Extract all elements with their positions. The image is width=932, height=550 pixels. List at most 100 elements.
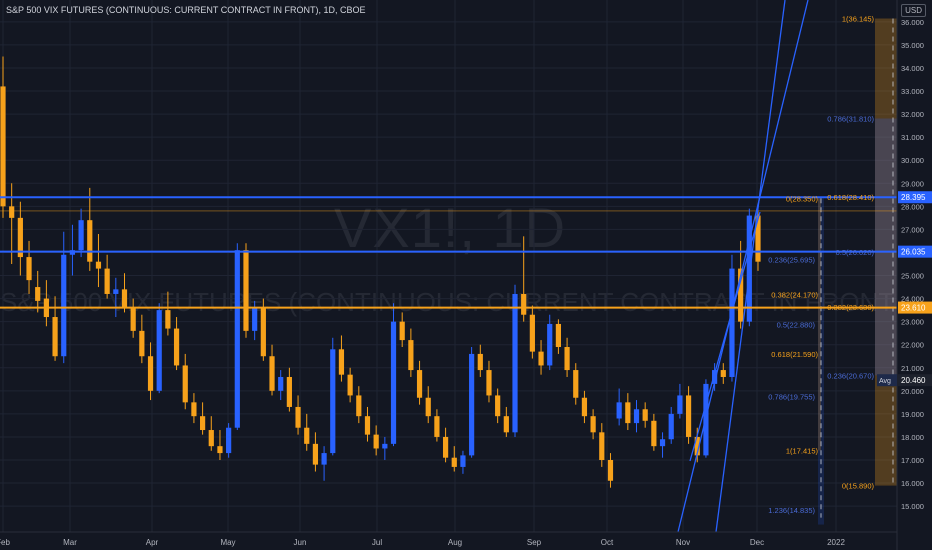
- candle-body: [312, 443, 319, 465]
- chart-title: S&P 500 VIX FUTURES (CONTINUOUS: CURRENT…: [6, 5, 366, 15]
- fib-level-label: 1(17.415): [786, 446, 819, 455]
- candle-body: [321, 453, 327, 465]
- candle-body: [677, 395, 683, 414]
- candle-body: [581, 397, 588, 417]
- candle-body: [442, 436, 449, 458]
- fib-level-label: 0.5(22.880): [777, 320, 816, 329]
- candle-body: [121, 289, 128, 308]
- candle-body: [252, 307, 258, 331]
- candle-body: [434, 416, 440, 437]
- candle-body: [373, 434, 379, 449]
- x-tick-label: May: [220, 538, 235, 547]
- candle-body: [113, 289, 119, 294]
- candle-body: [278, 376, 284, 391]
- trend-line: [677, 0, 809, 533]
- candle-body: [633, 409, 640, 424]
- candle-body: [685, 395, 692, 437]
- candle-body: [390, 321, 397, 444]
- x-tick-label: Mar: [63, 538, 77, 547]
- x-tick-label: Jun: [294, 538, 307, 547]
- candle-body: [87, 220, 93, 262]
- candle-body: [182, 365, 188, 403]
- y-tick-label: 19.000: [901, 410, 924, 419]
- candle-body: [512, 293, 518, 433]
- y-tick-label: 21.000: [901, 364, 924, 373]
- candle-body: [9, 206, 15, 218]
- candle-body: [35, 287, 41, 301]
- avg-tag: [877, 374, 897, 387]
- y-tick-label: 33.000: [901, 87, 924, 96]
- candle-body: [547, 323, 553, 366]
- candle-body: [199, 416, 206, 431]
- y-tick-label: 27.000: [901, 225, 924, 234]
- candle-body: [555, 323, 562, 348]
- candle-body: [399, 321, 405, 341]
- candle-body: [668, 413, 674, 440]
- last-price-tag: [898, 374, 932, 387]
- fib-level-label: 0.236(25.695): [768, 255, 815, 264]
- y-tick-label: 22.000: [901, 341, 924, 350]
- fib-level-label: 1.236(14.835): [768, 506, 815, 515]
- y-tick-label: 32.000: [901, 110, 924, 119]
- candle-body: [538, 351, 544, 366]
- y-tick-label: 25.000: [901, 272, 924, 281]
- trend-line: [689, 211, 761, 462]
- currency-button[interactable]: USD: [901, 4, 926, 17]
- y-tick-label: 29.000: [901, 179, 924, 188]
- candle-body: [226, 427, 232, 454]
- y-tick-label: 23.000: [901, 318, 924, 327]
- candle-body: [347, 374, 353, 396]
- candle-body: [720, 370, 726, 377]
- y-tick-label: 20.000: [901, 387, 924, 396]
- x-tick-label: Nov: [676, 538, 690, 547]
- y-tick-label: 18.000: [901, 433, 924, 442]
- candle-body: [165, 310, 171, 329]
- avg-tag-label: Avg: [879, 378, 891, 385]
- candle-body: [61, 254, 67, 357]
- candle-body: [382, 443, 388, 449]
- candle-body: [738, 268, 744, 322]
- candle-body: [104, 268, 110, 294]
- price-tag-label: 28.395: [901, 193, 926, 202]
- candle-body: [408, 340, 414, 371]
- candle-body: [503, 416, 509, 433]
- y-tick-label: 35.000: [901, 41, 924, 50]
- x-tick-label: Apr: [146, 538, 159, 547]
- candle-body: [208, 430, 214, 447]
- x-tick-label: Dec: [750, 538, 764, 547]
- candle-body: [625, 402, 631, 424]
- fib-level-label: 0.236(20.670): [827, 371, 874, 380]
- candle-body: [191, 402, 197, 417]
- candle-body: [139, 330, 145, 357]
- candle-body: [659, 439, 666, 447]
- candle-body: [130, 307, 136, 331]
- fib-level-label: 0.786(31.810): [827, 114, 874, 123]
- candle-body: [243, 250, 249, 331]
- trend-line: [715, 0, 786, 533]
- y-tick-label: 28.000: [901, 202, 924, 211]
- candle-body: [451, 457, 457, 467]
- candle-body: [729, 268, 735, 377]
- candle-body: [156, 310, 162, 391]
- candle-body: [469, 353, 475, 456]
- candle-body: [607, 460, 614, 481]
- candle-body: [477, 353, 483, 371]
- candle-body: [95, 261, 102, 269]
- fib-level-label: 0(28.350): [786, 194, 819, 203]
- y-tick-label: 17.000: [901, 456, 924, 465]
- price-tag-label: 26.035: [901, 248, 926, 257]
- fib-zone-blue: [875, 118, 897, 376]
- fib-level-label: 0(15.890): [842, 482, 875, 491]
- last-price-label: 20.460: [901, 376, 926, 385]
- y-tick-label: 15.000: [901, 502, 924, 511]
- fib-level-label: 0.618(21.590): [771, 350, 818, 359]
- candle-body: [0, 86, 6, 207]
- candle-body: [295, 406, 301, 428]
- candle-body: [755, 215, 761, 262]
- y-tick-label: 24.000: [901, 295, 924, 304]
- y-tick-label: 30.000: [901, 156, 924, 165]
- candle-body: [338, 349, 345, 375]
- candle-body: [217, 446, 223, 454]
